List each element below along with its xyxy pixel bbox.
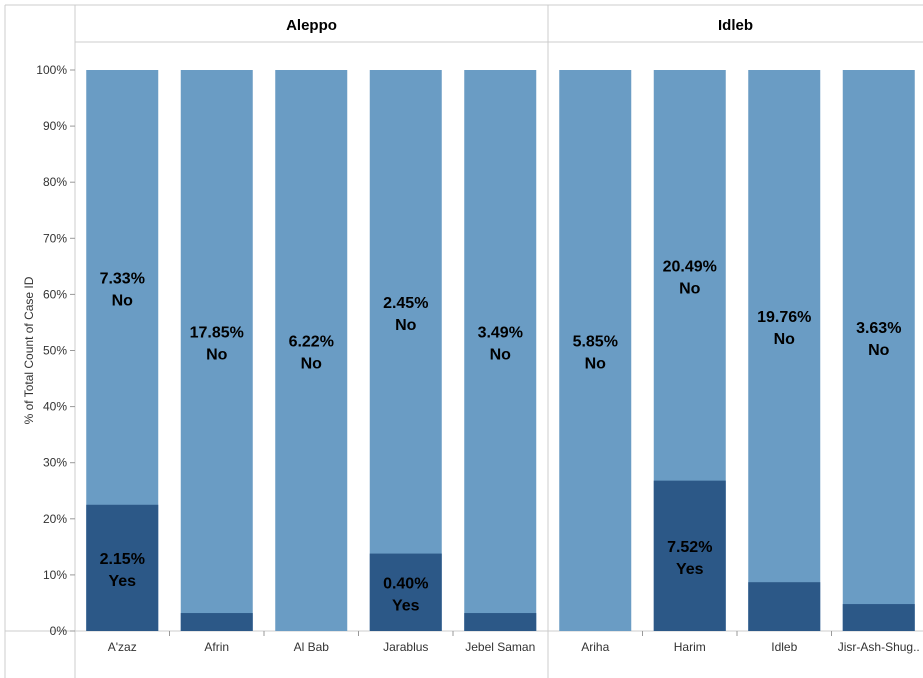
y-tick-label: 100%	[36, 63, 67, 77]
no-category-label: No	[774, 331, 796, 348]
y-tick-label: 90%	[43, 119, 67, 133]
pane-title: Aleppo	[286, 17, 337, 34]
y-tick-label: 30%	[43, 456, 67, 470]
no-value-label: 3.63%	[856, 320, 901, 337]
bar-yes-segment	[653, 480, 726, 631]
yes-value-label: 2.15%	[100, 551, 145, 568]
category-label: Afrin	[204, 640, 229, 654]
bar-no-segment	[275, 70, 348, 631]
bar-no-segment	[369, 70, 442, 631]
no-value-label: 20.49%	[663, 258, 717, 275]
y-tick-label: 10%	[43, 568, 67, 582]
no-value-label: 7.33%	[100, 270, 145, 287]
bar-no-segment	[842, 70, 915, 631]
yes-value-label: 7.52%	[667, 539, 712, 556]
no-category-label: No	[585, 356, 607, 373]
category-label: Al Bab	[294, 640, 330, 654]
bar-yes-segment	[464, 613, 537, 631]
yes-category-label: Yes	[676, 561, 704, 578]
category-label: Jarablus	[383, 640, 428, 654]
no-category-label: No	[206, 347, 228, 364]
bar-yes-segment	[86, 504, 159, 631]
bar-no-segment	[748, 70, 821, 631]
category-label: Idleb	[771, 640, 797, 654]
y-axis-label: % of Total Count of Case ID	[22, 276, 36, 424]
y-tick-label: 70%	[43, 231, 67, 245]
y-tick-label: 60%	[43, 287, 67, 301]
y-tick-label: 20%	[43, 512, 67, 526]
no-value-label: 2.45%	[383, 295, 428, 312]
bar-no-segment	[464, 70, 537, 631]
pane-title: Idleb	[718, 17, 753, 34]
yes-category-label: Yes	[392, 597, 420, 614]
bar-yes-segment	[369, 553, 442, 631]
no-value-label: 6.22%	[289, 334, 334, 351]
category-label: Jisr-Ash-Shug..	[838, 640, 920, 654]
no-category-label: No	[112, 292, 134, 309]
no-value-label: 17.85%	[190, 325, 244, 342]
category-label: Jebel Saman	[465, 640, 535, 654]
y-tick-label: 50%	[43, 344, 67, 358]
yes-category-label: Yes	[108, 573, 136, 590]
no-value-label: 19.76%	[757, 309, 811, 326]
no-value-label: 3.49%	[478, 325, 523, 342]
y-tick-label: 80%	[43, 175, 67, 189]
bar-no-segment	[559, 70, 632, 631]
category-label: Ariha	[581, 640, 609, 654]
no-value-label: 5.85%	[573, 334, 618, 351]
bar-yes-segment	[748, 582, 821, 631]
bar-yes-segment	[180, 613, 253, 631]
yes-value-label: 0.40%	[383, 575, 428, 592]
bar-yes-segment	[842, 604, 915, 631]
no-category-label: No	[679, 280, 701, 297]
no-category-label: No	[868, 342, 890, 359]
bar-no-segment	[180, 70, 253, 631]
y-tick-label: 40%	[43, 400, 67, 414]
category-label: Harim	[674, 640, 706, 654]
no-category-label: No	[490, 347, 512, 364]
category-label: A'zaz	[108, 640, 137, 654]
no-category-label: No	[395, 317, 417, 334]
no-category-label: No	[301, 356, 323, 373]
y-tick-label: 0%	[50, 624, 68, 638]
